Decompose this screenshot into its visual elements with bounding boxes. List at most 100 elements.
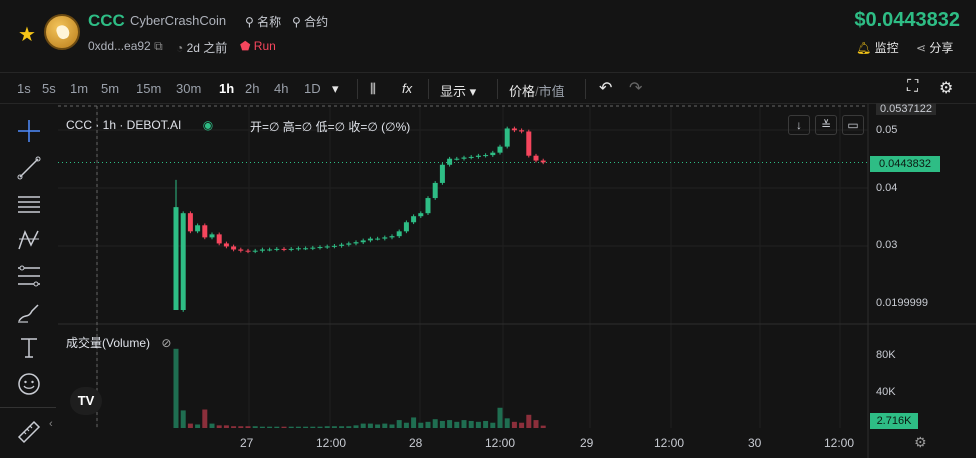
- search-name-link[interactable]: ⚲ 名称: [245, 15, 282, 29]
- volume-bar: [461, 420, 467, 428]
- volume-bar: [187, 423, 193, 428]
- candle-body: [375, 238, 381, 240]
- scroll-down-button[interactable]: ↓: [788, 115, 810, 135]
- drawing-tools-sidebar: ‹: [0, 105, 56, 458]
- volume-bar: [303, 426, 309, 428]
- timeframe-5s[interactable]: 5s: [42, 81, 56, 96]
- brush-icon[interactable]: [16, 299, 42, 325]
- volume-bar: [468, 420, 474, 428]
- volume-axis-label: 40K: [876, 386, 896, 398]
- time-axis-label: 29: [580, 436, 594, 450]
- volume-legend: 成交量(Volume) ⊘: [66, 336, 172, 350]
- pentagon-icon: ⬟: [240, 39, 251, 53]
- candle-body: [425, 198, 431, 214]
- divider: [0, 407, 56, 408]
- candle-body: [411, 216, 417, 223]
- redo-icon[interactable]: ↷: [629, 80, 643, 97]
- hidden-eye-icon[interactable]: ⊘: [161, 336, 172, 350]
- candles: [173, 126, 546, 312]
- token-name: CyberCrashCoin: [130, 13, 227, 28]
- volume-bar: [209, 423, 215, 428]
- volume-bar: [360, 423, 366, 428]
- timeframe-5m[interactable]: 5m: [101, 81, 120, 96]
- tradingview-logo[interactable]: TV: [70, 387, 102, 415]
- text-icon[interactable]: [16, 335, 42, 361]
- candle-body: [202, 225, 208, 238]
- undo-icon[interactable]: ↶: [599, 80, 613, 97]
- volume-bar: [475, 421, 481, 428]
- timeframe-1h[interactable]: 1h: [219, 81, 235, 96]
- watch-button[interactable]: 🔔︎ 监控: [856, 41, 899, 55]
- candle-body: [447, 158, 453, 165]
- candle-body: [238, 249, 244, 251]
- axis-settings-gear-icon[interactable]: ⚙: [914, 434, 927, 450]
- search-contract-link[interactable]: ⚲ 合约: [292, 15, 329, 29]
- volume-bar: [490, 422, 496, 428]
- price-mcap-toggle[interactable]: 价格/市值: [509, 84, 565, 99]
- emoji-icon[interactable]: [16, 371, 42, 397]
- candle-body: [490, 152, 496, 156]
- candle-body: [187, 213, 193, 232]
- timeframe-15m[interactable]: 15m: [136, 81, 162, 96]
- time-axis-label: 30: [748, 436, 762, 450]
- collapse-pane-button[interactable]: ≚: [815, 115, 837, 135]
- favorite-star-icon[interactable]: ★: [18, 24, 36, 46]
- volume-bar: [339, 426, 345, 428]
- fullscreen-icon[interactable]: ⛶: [907, 78, 919, 95]
- timeframe-1m[interactable]: 1m: [70, 81, 89, 96]
- candle-body: [317, 247, 323, 249]
- candle-body: [468, 156, 474, 158]
- volume-bar: [173, 348, 179, 428]
- candle-body: [461, 157, 467, 159]
- eye-toggle-icon[interactable]: ◉: [202, 118, 214, 132]
- volume-bar: [331, 426, 337, 428]
- candle-body: [180, 213, 186, 310]
- candle-body: [245, 250, 251, 252]
- display-dropdown[interactable]: 显示 ▾: [440, 84, 477, 99]
- fib-icon[interactable]: [16, 263, 42, 289]
- collapse-chevron-icon[interactable]: ‹: [49, 418, 53, 430]
- candle-body: [389, 236, 395, 238]
- crosshair-icon[interactable]: [16, 118, 42, 144]
- maximize-pane-button[interactable]: ▭: [842, 115, 864, 135]
- status-badge: ⬟ Run: [240, 39, 276, 53]
- candle-body: [403, 222, 409, 232]
- token-age: ◔ 2d 之前: [176, 41, 228, 55]
- timeframe-2h[interactable]: 2h: [245, 81, 260, 96]
- price-axis-label: 0.03: [876, 239, 898, 251]
- share-button[interactable]: ⋖ 分享: [916, 41, 954, 55]
- volume-bar: [418, 422, 424, 428]
- volume-bar: [375, 424, 381, 428]
- volume-bar: [295, 426, 301, 428]
- contract-address[interactable]: 0xdd...ea92 ⧉: [88, 39, 163, 53]
- ruler-icon[interactable]: [16, 419, 42, 445]
- volume-bar: [540, 425, 546, 428]
- time-axis-label: 12:00: [485, 436, 516, 450]
- timeframe-4h[interactable]: 4h: [274, 81, 289, 96]
- indicators-button[interactable]: fx: [402, 81, 413, 96]
- pattern-icon[interactable]: [16, 227, 42, 253]
- candle-body: [526, 131, 532, 156]
- settings-gear-icon[interactable]: ⚙: [939, 80, 954, 97]
- chart-title: CCC · 1h · DEBOT.AI: [66, 118, 182, 132]
- time-axis-label: 12:00: [654, 436, 685, 450]
- price-axis-label: 0.04: [876, 182, 898, 194]
- search-icon: ⚲: [245, 15, 254, 29]
- candle-body: [367, 238, 373, 241]
- timeframe-1D[interactable]: 1D: [304, 81, 321, 96]
- current-price-tag: 0.0443832: [870, 156, 940, 172]
- candle-style-icon[interactable]: ⫼: [370, 81, 376, 96]
- candle-body: [288, 248, 294, 250]
- search-icon: ⚲: [292, 15, 301, 29]
- volume-bar: [389, 424, 395, 428]
- timeframe-1s[interactable]: 1s: [17, 81, 31, 96]
- timeframe-dropdown-icon[interactable]: ▾: [332, 81, 339, 96]
- candle-body: [295, 248, 301, 250]
- timeframe-30m[interactable]: 30m: [176, 81, 202, 96]
- copy-icon[interactable]: ⧉: [154, 39, 163, 53]
- candle-body: [195, 225, 201, 232]
- trend-line-icon[interactable]: [16, 155, 42, 181]
- candle-body: [540, 160, 546, 163]
- horizontal-lines-icon[interactable]: [16, 191, 42, 217]
